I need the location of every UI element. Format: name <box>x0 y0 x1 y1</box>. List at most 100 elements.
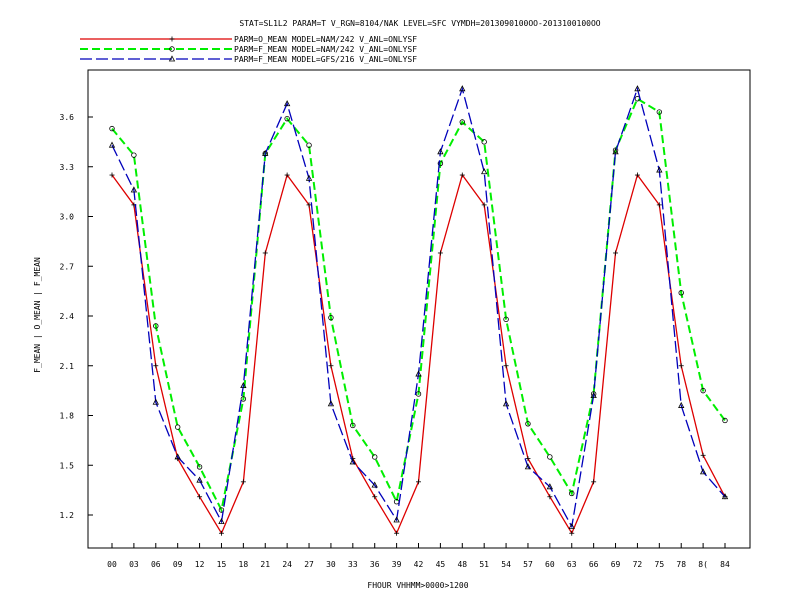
data-point <box>503 316 509 323</box>
x-tick-label: 54 <box>501 560 511 569</box>
data-point <box>678 363 684 369</box>
x-tick-label: 03 <box>129 560 139 569</box>
x-tick-label: 57 <box>523 560 533 569</box>
data-point <box>721 493 729 500</box>
x-axis-label: FHOUR VHHMM>0000>1200 <box>367 581 468 590</box>
y-tick-label: 2.7 <box>60 262 75 271</box>
data-point <box>305 174 313 181</box>
x-tick-label: 39 <box>392 560 402 569</box>
data-point <box>502 400 510 407</box>
series-1 <box>109 172 728 536</box>
data-point <box>481 168 488 175</box>
x-tick-label: 09 <box>173 560 183 569</box>
y-tick-label: 3.3 <box>60 163 75 172</box>
x-tick-label: 60 <box>545 560 555 569</box>
data-point <box>656 202 662 208</box>
data-point <box>569 530 575 536</box>
data-point <box>372 454 378 460</box>
data-point <box>240 479 246 485</box>
x-tick-label: 75 <box>655 560 665 569</box>
x-tick-label: 15 <box>217 560 227 569</box>
data-point <box>218 517 225 525</box>
y-axis: 1.2 1.5 1.8 2.1 2.4 2.7 3.0 3.3 3.6 <box>60 113 93 520</box>
legend-item: PARM=F_MEAN MODEL=GFS/216 V_ANL=ONLYSF <box>80 55 417 64</box>
x-tick-label: 06 <box>151 560 161 569</box>
data-point <box>240 396 247 402</box>
series-2 <box>109 96 728 514</box>
x-tick-label: 21 <box>260 560 270 569</box>
x-tick-label: 51 <box>479 560 489 569</box>
data-point <box>284 172 290 178</box>
data-point <box>174 424 181 430</box>
data-point <box>328 363 334 369</box>
data-point <box>612 147 619 153</box>
legend-label: PARM=F_MEAN MODEL=NAM/242 V_ANL=ONLYSF <box>234 45 417 54</box>
data-point <box>393 516 400 523</box>
data-point <box>196 464 203 470</box>
data-point <box>240 381 247 389</box>
x-tick-label: 45 <box>436 560 446 569</box>
data-point <box>678 290 684 296</box>
data-point <box>547 454 553 460</box>
data-point <box>437 250 443 256</box>
data-point <box>437 148 444 155</box>
data-point <box>328 314 334 321</box>
data-point <box>437 160 444 167</box>
data-point <box>656 166 663 173</box>
series-line <box>111 97 726 514</box>
x-tick-label: 42 <box>414 560 424 569</box>
data-point <box>700 452 706 458</box>
data-point <box>197 494 203 500</box>
data-point <box>169 36 175 42</box>
legend-item: PARM=F_MEAN MODEL=NAM/242 V_ANL=ONLYSF <box>80 45 417 54</box>
y-tick-label: 1.5 <box>60 461 75 470</box>
x-tick-label: 33 <box>348 560 358 569</box>
x-tick-label: 48 <box>457 560 467 569</box>
data-point <box>613 250 619 256</box>
data-point <box>218 507 225 513</box>
x-tick-label: 00 <box>107 560 117 569</box>
data-point <box>722 417 728 424</box>
data-point <box>262 149 269 156</box>
data-point <box>169 46 175 52</box>
x-tick-label: 72 <box>633 560 643 569</box>
y-tick-label: 3.6 <box>60 113 75 122</box>
series-3 <box>108 85 729 530</box>
data-point <box>372 494 378 500</box>
data-point <box>699 468 707 475</box>
data-point <box>700 387 706 394</box>
data-point <box>459 85 466 92</box>
data-point <box>196 476 203 483</box>
data-point <box>547 494 553 500</box>
data-point <box>591 479 597 485</box>
x-tick-label: 78 <box>676 560 686 569</box>
series-layer <box>108 85 729 536</box>
data-point <box>678 401 685 408</box>
data-point <box>525 421 531 427</box>
x-tick-label: 12 <box>195 560 205 569</box>
data-point <box>153 363 159 369</box>
data-point <box>415 391 422 397</box>
data-point <box>284 115 290 122</box>
data-point <box>634 172 640 178</box>
data-point <box>168 55 176 62</box>
data-point <box>283 100 291 107</box>
data-point <box>174 453 181 460</box>
data-point <box>109 172 115 178</box>
x-tick-label: 30 <box>326 560 336 569</box>
y-tick-label: 1.2 <box>60 511 75 520</box>
data-point <box>459 172 465 178</box>
data-point <box>108 141 116 148</box>
chart-title: STAT=SL1L2 PARAM=T V_RGN=8104/NAK LEVEL=… <box>239 19 600 28</box>
data-point <box>349 458 356 465</box>
data-point <box>459 119 465 125</box>
data-point <box>131 152 137 158</box>
data-point <box>306 202 312 208</box>
x-tick-label: 8( <box>698 560 708 569</box>
data-point <box>109 125 115 132</box>
y-tick-label: 1.8 <box>60 412 75 421</box>
legend-label: PARM=F_MEAN MODEL=GFS/216 V_ANL=ONLYSF <box>234 55 417 64</box>
y-tick-label: 3.0 <box>60 213 75 222</box>
data-point <box>524 463 532 470</box>
y-tick-label: 2.4 <box>60 312 75 321</box>
